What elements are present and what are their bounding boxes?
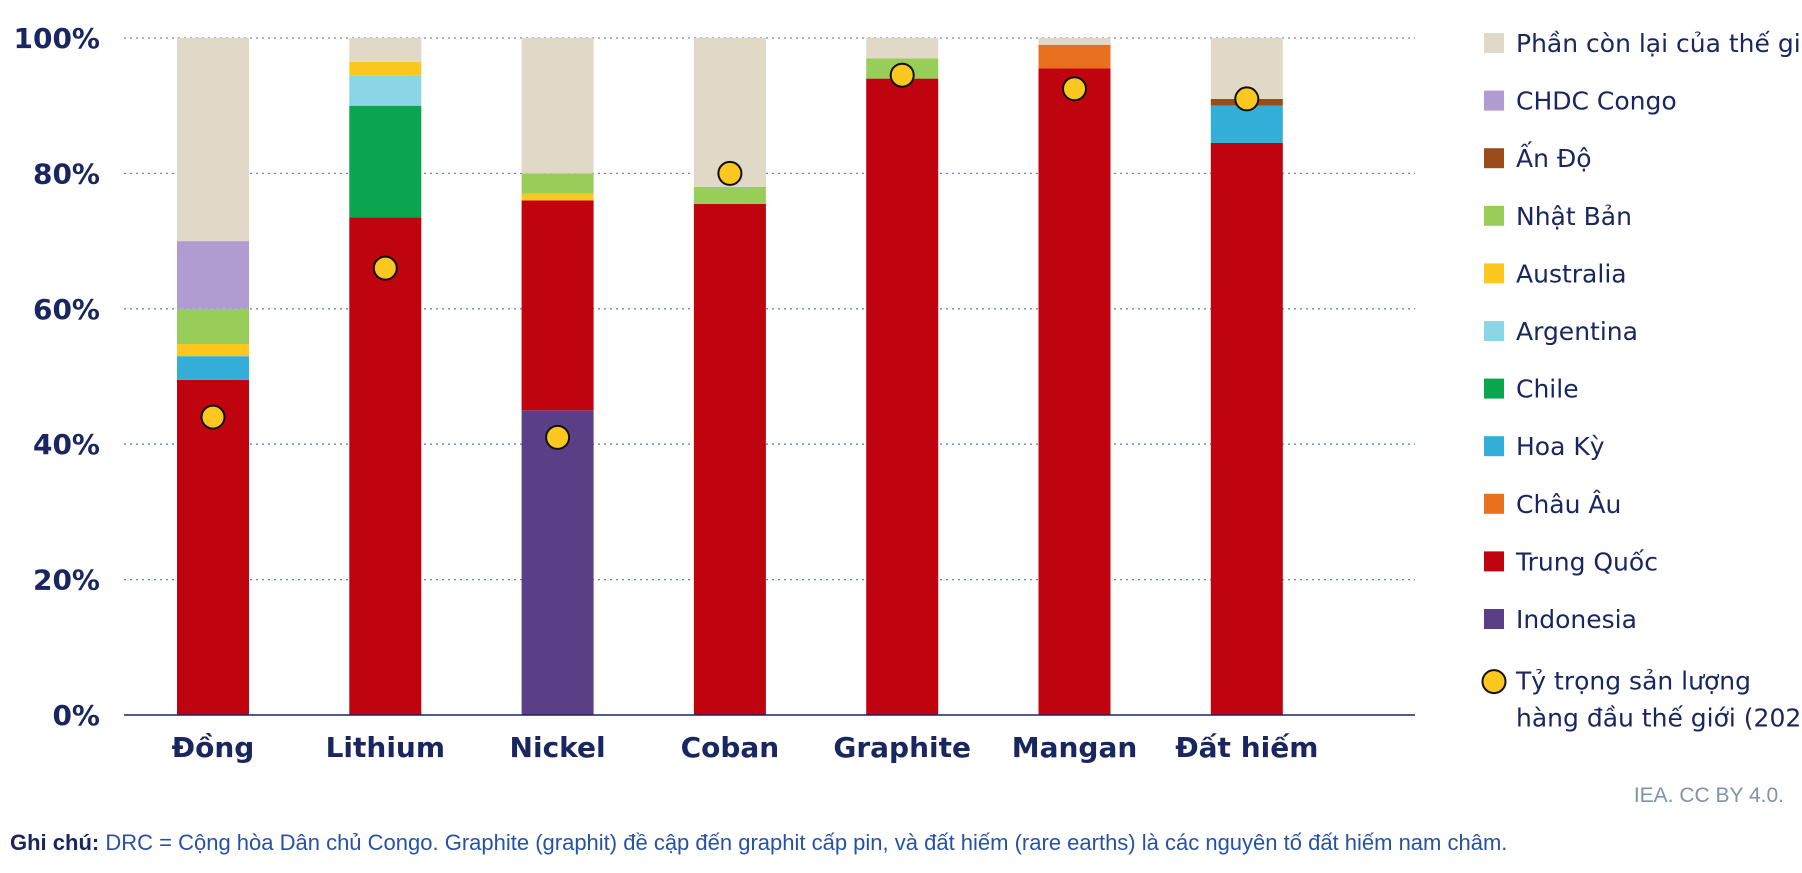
legend-label: Trung Quốc xyxy=(1515,547,1658,576)
legend-label: Australia xyxy=(1516,259,1627,288)
y-tick-label: 100% xyxy=(13,22,100,55)
bar-segment xyxy=(349,61,422,76)
legend-swatch xyxy=(1484,90,1504,111)
bar-segment xyxy=(177,241,249,309)
legend-marker xyxy=(1481,669,1507,695)
legend-swatch xyxy=(1484,148,1504,169)
x-tick-label: Lithium xyxy=(326,731,445,764)
y-tick-label: 20% xyxy=(33,564,100,597)
legend-swatch xyxy=(1484,378,1504,399)
top-producer-marker xyxy=(200,404,226,430)
x-tick-label: Mangan xyxy=(1012,731,1138,764)
bar-segment xyxy=(521,38,594,174)
credit-text: IEA. CC BY 4.0. xyxy=(1633,784,1784,807)
legend-swatch xyxy=(1484,551,1504,572)
bar-segment xyxy=(349,75,422,106)
footnote-label: Ghi chú: xyxy=(10,830,100,855)
legend-swatch xyxy=(1484,33,1504,53)
y-tick-label: 80% xyxy=(33,157,100,190)
legend: Phần còn lại của thế giới CHDC Congo Ấn Độ… xyxy=(1481,29,1802,733)
bar-segment xyxy=(1210,105,1283,143)
bar-segment xyxy=(177,344,249,357)
bar-segment xyxy=(1038,68,1111,716)
y-tick-label: 60% xyxy=(33,293,100,326)
y-tick-label: 40% xyxy=(33,428,100,461)
bar-segment xyxy=(349,105,422,218)
legend-swatch xyxy=(1484,436,1504,457)
bar-segment xyxy=(521,410,594,715)
bar-segment xyxy=(1210,142,1283,715)
top-producer-marker xyxy=(1234,86,1260,112)
legend-label: CHDC Congo xyxy=(1516,87,1677,116)
bar-segment xyxy=(177,356,249,380)
x-axis-ticks: Đồng Lithium Nickel Coban Graphite Mangan Đất … xyxy=(172,731,1319,764)
legend-swatch xyxy=(1484,263,1504,284)
bar-segment xyxy=(349,217,422,715)
legend-swatch xyxy=(1484,493,1504,514)
bar-segment xyxy=(177,308,249,345)
bar-segment xyxy=(177,38,249,242)
legend-swatch xyxy=(1484,321,1504,341)
footnote: Ghi chú: DRC = Cộng hòa Dân chủ Congo. G… xyxy=(10,830,1507,856)
legend-label: Ấn Độ xyxy=(1516,141,1592,173)
legend-label: Châu Âu xyxy=(1516,490,1621,519)
x-tick-label: Nickel xyxy=(510,731,606,764)
bar-segment xyxy=(521,173,594,194)
x-tick-label: Graphite xyxy=(833,731,971,764)
legend-swatch xyxy=(1484,205,1504,226)
top-producer-marker xyxy=(545,424,571,450)
top-producer-marker xyxy=(1062,76,1087,102)
legend-swatch xyxy=(1484,609,1504,629)
bar-segment xyxy=(1038,38,1111,45)
y-tick-label: 0% xyxy=(52,699,100,732)
gridlines xyxy=(124,37,1415,581)
legend-label: hàng đầu thế giới (2023) xyxy=(1516,704,1802,733)
legend-label: Phần còn lại của thế giới xyxy=(1516,29,1802,58)
bar-segment xyxy=(177,379,249,715)
bar-segment xyxy=(349,38,422,62)
bar-segment xyxy=(693,186,766,204)
top-producer-marker xyxy=(889,62,915,88)
top-producer-marker xyxy=(372,255,398,281)
top-producer-marker xyxy=(717,160,743,186)
bar-segment xyxy=(693,203,766,716)
x-tick-label: Coban xyxy=(681,731,780,764)
bar-segment xyxy=(866,38,939,59)
footnote-text: DRC = Cộng hòa Dân chủ Congo. Graphite (… xyxy=(105,830,1508,855)
legend-label: Hoa Kỳ xyxy=(1516,432,1605,461)
legend-label: Argentina xyxy=(1516,317,1638,346)
bars xyxy=(177,38,1283,716)
legend-label: Chile xyxy=(1516,375,1579,404)
bar-segment xyxy=(866,78,939,716)
legend-label: Tỷ trọng sản lượng xyxy=(1515,667,1751,696)
x-tick-label: Đồng xyxy=(172,731,255,764)
bar-segment xyxy=(521,200,594,411)
x-tick-label: Đất hiếm xyxy=(1175,731,1318,764)
top-producer-markers xyxy=(200,62,1260,450)
bar-segment xyxy=(521,193,594,201)
legend-label: Nhật Bản xyxy=(1516,202,1632,231)
bar-segment xyxy=(1038,44,1111,69)
y-axis-ticks: 0% 20% 40% 60% 80% 100% xyxy=(13,22,100,732)
legend-label: Indonesia xyxy=(1516,605,1637,634)
